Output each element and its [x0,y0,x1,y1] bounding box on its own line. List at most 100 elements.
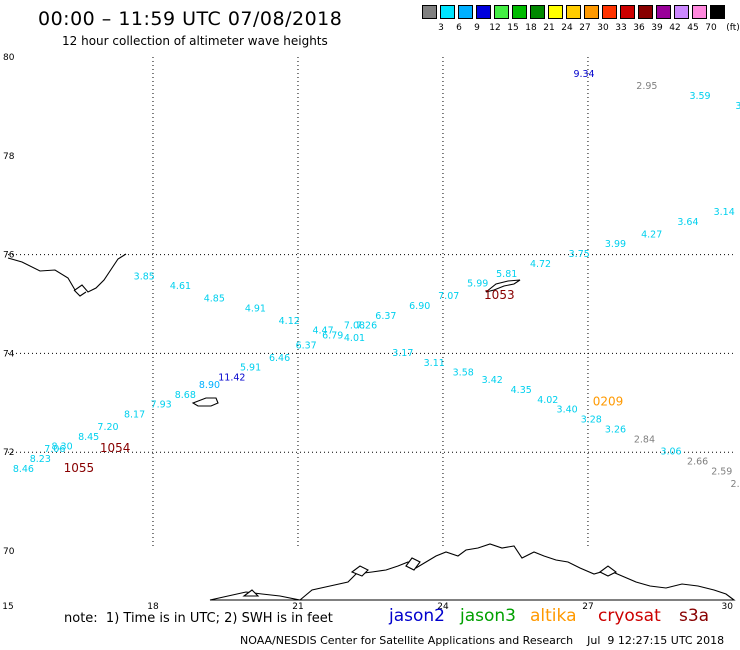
wave-height-value: 8.68 [175,390,196,401]
wave-height-value: 4.27 [641,229,662,240]
latitude-label: 72 [3,448,14,458]
legend-unit: (ft) [726,23,740,33]
wave-height-value: 3.59 [689,91,710,102]
legend-swatch-45 [674,5,689,19]
legend-label: 30 [597,23,609,33]
wave-height-value: 4.02 [537,395,558,406]
wave-height-value: 3.17 [392,348,413,359]
wave-height-value: 4.61 [170,281,191,292]
wave-height-value: 3.85 [134,271,155,282]
wave-height-value: 8.23 [30,454,51,465]
wave-height-value: 3 [735,101,740,112]
longitude-label: 18 [147,602,159,612]
wave-height-value: 3.99 [605,239,626,250]
wave-height-value: 2.66 [687,457,708,468]
legend-swatch-27 [566,5,581,19]
wave-height-value: 3.14 [714,207,735,218]
wave-height-value: 5.99 [467,279,488,290]
legend-swatch-6 [440,5,455,19]
wave-height-value: 6.46 [269,353,290,364]
wave-height-value: 2.84 [634,434,655,445]
wave-height-value: 8.46 [13,464,34,475]
wave-height-values: 9.34 2.95 3.59 3 3.14 3.64 4.27 3.99 3.75 4.72 5.8… [13,69,740,490]
wave-height-value: 6.37 [296,340,317,351]
wave-height-value: 3.42 [482,375,503,386]
map-title: 00:00 – 11:59 UTC 07/08/2018 [38,8,343,30]
wave-height-value: 8.90 [199,380,220,391]
wave-height-value: 9.34 [573,69,594,80]
wave-height-value: 7.20 [97,422,118,433]
lat-lon-grid [8,57,733,549]
wave-height-value: 3.40 [557,405,578,416]
wave-height-value: 8.17 [124,410,145,421]
norway-islands [242,557,618,597]
latitude-label: 70 [3,547,15,557]
legend-label: 18 [525,23,537,33]
legend-swatch-3 [422,5,437,19]
longitude-labels: 15 18 21 24 27 30 [2,602,733,612]
legend-label: 27 [579,23,591,33]
wave-height-value: 8.45 [78,432,99,443]
legend-label: 3 [438,23,444,33]
longitude-label: 30 [721,602,733,612]
wave-height-value: 4.91 [245,303,266,314]
legend-label: 12 [489,23,501,33]
footer-note: note: 1) Time is in UTC; 2) SWH is in fe… [64,611,333,626]
wave-height-value: 7.06 [44,444,65,455]
wave-height-value: 3.58 [453,368,474,379]
wave-height-value: 2.59 [711,466,732,477]
legend-swatch-max [710,5,725,19]
legend-label: 70 [705,23,717,33]
wave-height-value: 7.08 [344,321,365,332]
pass-labels: 1053 1054 1055 0209 [64,288,624,475]
longitude-label: 15 [2,602,13,612]
wave-height-value: 2.61 [731,479,740,490]
latitude-label: 74 [3,349,15,359]
legend-cryosat: cryosat [598,606,661,626]
legend-swatch-42 [656,5,671,19]
credit-line: NOAA/NESDIS Center for Satellite Applica… [240,634,725,647]
legend-swatch-21 [530,5,545,19]
wave-height-value: 2.95 [636,81,657,92]
legend-swatch-39 [638,5,653,19]
landmasses [7,253,736,601]
legend-label: 24 [561,23,573,33]
legend-label: 42 [669,23,681,33]
latitude-labels: 80 78 76 74 72 70 [3,53,15,557]
legend-label: 21 [543,23,555,33]
pass-id-label: 1054 [100,441,131,455]
wave-height-value: 4.72 [530,259,551,270]
legend-swatch-12 [476,5,491,19]
map-subtitle: 12 hour collection of altimeter wave hei… [62,34,328,48]
latitude-label: 80 [3,53,15,63]
wave-height-value: 4.35 [511,385,532,396]
legend-jason2: jason2 [389,606,445,626]
pass-id-label: 0209 [593,394,624,408]
longitude-label: 21 [292,602,303,612]
legend-swatch-18 [512,5,527,19]
legend-swatch-30 [584,5,599,19]
longitude-label: 27 [582,602,593,612]
svalbard-coast [7,253,127,297]
norway-coast [209,543,736,601]
longitude-label: 24 [437,602,449,612]
legend-swatch-70 [692,5,707,19]
legend-label: 9 [474,23,480,33]
legend-label: 6 [456,23,462,33]
legend-label: 33 [615,23,627,33]
legend-jason3: jason3 [460,606,516,626]
wave-height-value: 6.90 [409,301,430,312]
kong-karls-land [485,279,521,293]
legend-label: 36 [633,23,645,33]
legend-label: 15 [507,23,519,33]
wave-height-value: 8.30 [51,442,72,453]
legend-swatch-24 [548,5,563,19]
wave-height-value: 6.37 [375,311,396,322]
pass-id-label: 1053 [484,288,515,302]
legend-s3a: s3a [679,606,710,626]
wave-height-value: 7.93 [151,400,172,411]
legend-swatch-9 [458,5,473,19]
legend-label: 45 [687,23,699,33]
wave-height-value: 4.12 [279,316,300,327]
